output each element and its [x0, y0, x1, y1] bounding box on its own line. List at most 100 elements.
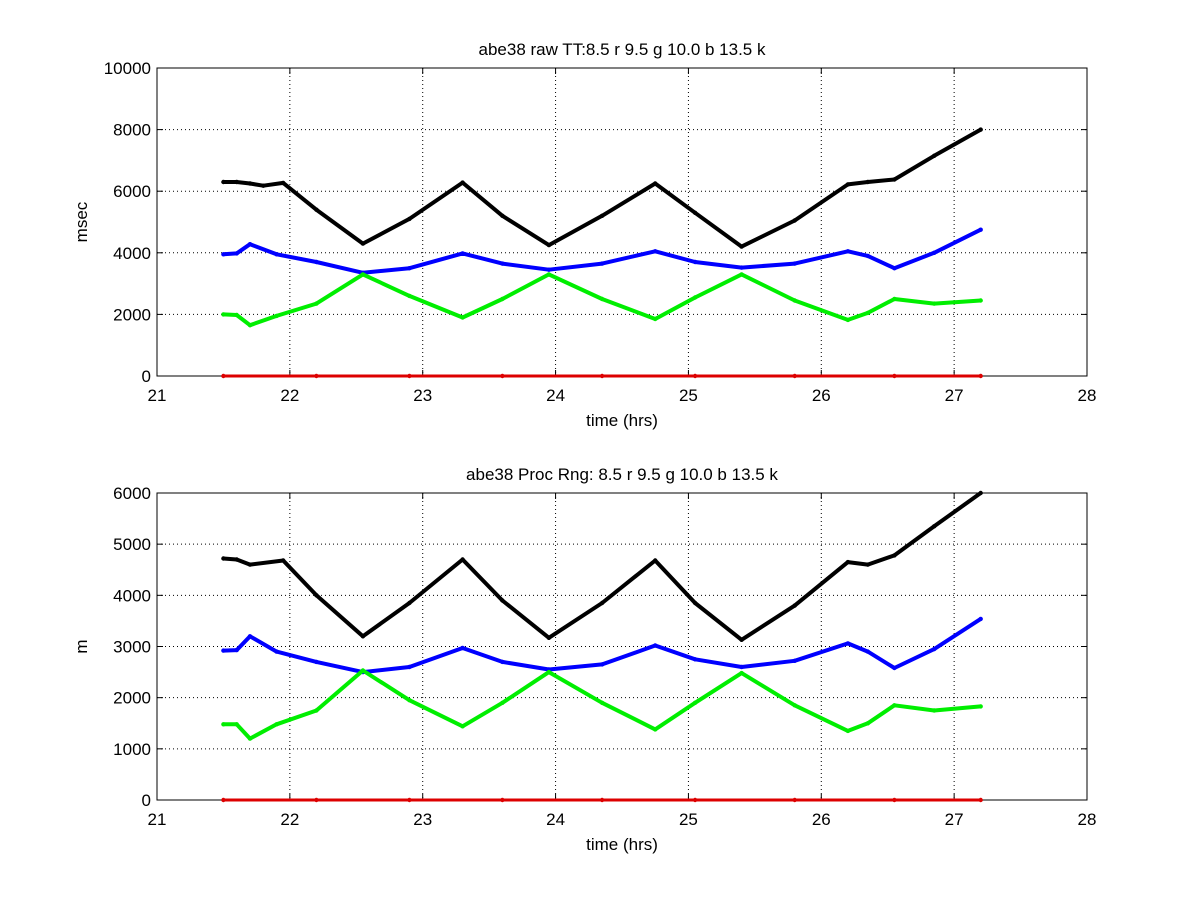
data-point [360, 634, 366, 639]
x-tick-label: 25 [679, 386, 698, 405]
x-axis-label: time (hrs) [586, 411, 658, 430]
x-tick-label: 23 [413, 810, 432, 829]
x-tick-label: 23 [413, 386, 432, 405]
series-line [223, 227, 982, 275]
data-point [599, 213, 605, 218]
data-point [739, 670, 744, 676]
data-point [599, 261, 605, 266]
data-point [978, 298, 983, 303]
data-point [546, 635, 552, 640]
data-point [274, 313, 279, 319]
series-2 [221, 668, 983, 741]
data-point [792, 603, 797, 608]
data-point [360, 241, 366, 246]
data-point [221, 312, 226, 317]
data-point [247, 323, 253, 328]
x-tick-label: 22 [280, 386, 299, 405]
series-0 [221, 127, 983, 249]
data-point [221, 179, 226, 185]
x-axis-label: time (hrs) [586, 835, 658, 854]
data-point [692, 259, 698, 265]
data-point [739, 637, 744, 642]
chart-title: abe38 raw TT:8.5 r 9.5 g 10.0 b 13.5 k [479, 40, 766, 59]
data-point [845, 641, 851, 646]
data-point [500, 261, 505, 266]
y-tick-label: 8000 [113, 121, 151, 140]
data-point [500, 296, 505, 302]
data-point [500, 373, 505, 379]
data-point [932, 708, 937, 713]
y-tick-label: 6000 [113, 484, 151, 503]
y-tick-label: 1000 [113, 740, 151, 759]
y-axis-label: m [72, 639, 91, 653]
data-point [500, 598, 505, 603]
data-point [360, 272, 366, 277]
data-point [892, 177, 897, 182]
chart-title: abe38 Proc Rng: 8.5 r 9.5 g 10.0 b 13.5 … [466, 465, 778, 484]
y-tick-label: 6000 [113, 182, 151, 201]
data-point [314, 207, 319, 212]
data-point [274, 722, 279, 727]
data-point [932, 153, 937, 158]
data-point [845, 728, 851, 734]
data-point [407, 698, 412, 703]
data-point [234, 722, 239, 727]
data-point [865, 253, 870, 259]
data-point [792, 797, 797, 803]
data-point [739, 664, 744, 670]
data-point [247, 562, 253, 567]
data-point [599, 373, 605, 379]
y-tick-label: 4000 [113, 244, 151, 263]
y-tick-label: 3000 [113, 638, 151, 657]
data-point [407, 373, 412, 379]
data-point [460, 724, 465, 729]
data-point [407, 266, 412, 271]
data-point [792, 298, 797, 303]
x-tick-label: 24 [546, 810, 565, 829]
data-point [792, 261, 797, 266]
data-point [407, 216, 412, 222]
data-point [599, 296, 605, 302]
data-point [500, 700, 505, 705]
x-tick-label: 21 [148, 810, 167, 829]
data-point [845, 182, 851, 187]
y-tick-label: 5000 [113, 535, 151, 554]
data-point [692, 700, 698, 705]
data-point [692, 657, 698, 662]
data-point [653, 643, 658, 648]
x-tick-label: 21 [148, 386, 167, 405]
x-tick-label: 27 [945, 810, 964, 829]
data-point [460, 557, 465, 562]
data-point [653, 558, 658, 563]
x-tick-label: 27 [945, 386, 964, 405]
data-point [692, 797, 698, 803]
data-point [845, 559, 851, 565]
data-point [407, 600, 412, 606]
data-point [845, 249, 851, 254]
data-point [221, 373, 226, 379]
data-point [407, 293, 412, 299]
data-point [739, 244, 744, 249]
data-point [500, 659, 505, 665]
data-point [274, 252, 279, 257]
chart-proc-rng: 21 22 23 24 25 26 27 28 0 1000 2000 3000 4000 5000 600… [72, 465, 1096, 854]
data-point [978, 127, 983, 132]
data-point [892, 665, 897, 671]
x-tick-label: 26 [812, 386, 831, 405]
chart-raw-tt: 21 22 23 24 25 26 27 28 0 2000 4000 6000 8000 10000 ab… [72, 40, 1096, 430]
series-1 [221, 227, 983, 275]
data-point [653, 727, 658, 732]
data-point [460, 315, 465, 320]
data-point [932, 301, 937, 306]
series-line [223, 617, 982, 675]
data-point [978, 704, 983, 709]
data-point [546, 272, 552, 277]
data-point [314, 593, 319, 598]
data-point [865, 310, 870, 316]
data-point [460, 645, 465, 651]
data-point [281, 558, 286, 563]
data-point [845, 317, 851, 323]
x-tick-label: 22 [280, 810, 299, 829]
series-3 [221, 797, 983, 803]
data-point [247, 736, 253, 741]
